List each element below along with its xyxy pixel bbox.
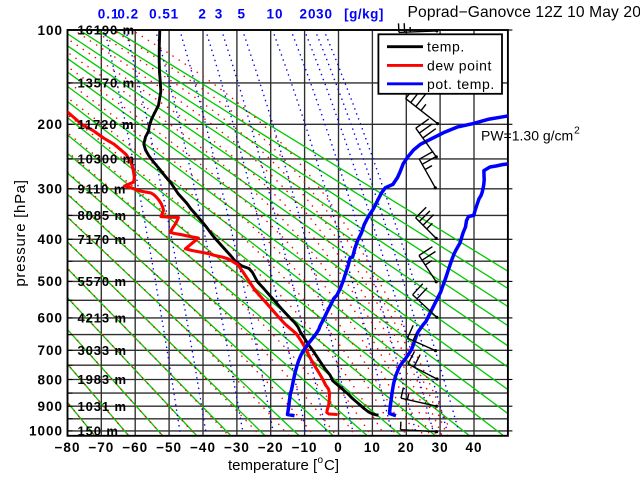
svg-text:Poprad−Ganovce 12Z 10 May 2018: Poprad−Ganovce 12Z 10 May 2018: [408, 4, 640, 21]
svg-text:o: o: [318, 455, 324, 466]
svg-text:20: 20: [299, 6, 316, 21]
svg-text:−50: −50: [156, 440, 182, 455]
svg-text:150 m: 150 m: [78, 424, 119, 439]
svg-text:11720 m: 11720 m: [78, 117, 135, 132]
svg-text:2: 2: [574, 125, 580, 137]
svg-text:C]: C]: [324, 457, 339, 474]
svg-text:0.5: 0.5: [149, 6, 171, 21]
svg-text:1: 1: [171, 6, 180, 21]
svg-text:600: 600: [37, 311, 63, 326]
svg-text:dew point: dew point: [427, 57, 492, 73]
svg-text:16190 m: 16190 m: [78, 23, 136, 38]
svg-text:0.2: 0.2: [117, 6, 139, 21]
svg-text:40: 40: [465, 440, 482, 455]
svg-text:−80: −80: [55, 440, 81, 455]
svg-text:800: 800: [37, 372, 63, 387]
svg-text:2: 2: [198, 6, 207, 21]
svg-text:3: 3: [215, 6, 224, 21]
svg-text:100: 100: [37, 23, 63, 38]
svg-text:900: 900: [37, 399, 63, 414]
svg-text:10: 10: [364, 440, 381, 455]
svg-text:10: 10: [266, 6, 283, 21]
svg-text:200: 200: [37, 117, 63, 132]
svg-text:−60: −60: [122, 440, 148, 455]
svg-text:pot. temp.: pot. temp.: [427, 76, 495, 92]
svg-text:−10: −10: [292, 440, 318, 455]
svg-text:4213 m: 4213 m: [78, 311, 128, 326]
svg-text:5: 5: [237, 6, 246, 21]
svg-text:400: 400: [37, 232, 63, 247]
svg-text:9110 m: 9110 m: [78, 181, 127, 196]
svg-text:1000: 1000: [29, 424, 63, 439]
svg-text:temp.: temp.: [427, 39, 465, 55]
svg-text:7170 m: 7170 m: [78, 232, 128, 247]
svg-text:8085 m: 8085 m: [78, 208, 128, 223]
svg-text:0: 0: [334, 440, 343, 455]
svg-text:[g/kg]: [g/kg]: [344, 6, 384, 21]
svg-text:5570 m: 5570 m: [78, 274, 128, 289]
svg-text:−30: −30: [224, 440, 250, 455]
svg-text:10300 m: 10300 m: [78, 152, 136, 167]
svg-text:500: 500: [37, 274, 63, 289]
svg-text:PW=1.30 g/cm: PW=1.30 g/cm: [481, 128, 573, 144]
svg-text:30: 30: [432, 440, 449, 455]
svg-text:−70: −70: [88, 440, 114, 455]
svg-text:−40: −40: [190, 440, 216, 455]
svg-text:13570 m: 13570 m: [78, 76, 136, 91]
svg-text:1983 m: 1983 m: [78, 372, 128, 387]
svg-text:temperature [: temperature [: [228, 457, 318, 474]
svg-text:0.1: 0.1: [98, 6, 120, 21]
svg-text:pressure [hPa]: pressure [hPa]: [12, 179, 29, 286]
svg-text:300: 300: [37, 182, 63, 197]
svg-text:700: 700: [37, 343, 63, 358]
svg-text:20: 20: [398, 440, 415, 455]
svg-text:1031 m: 1031 m: [78, 399, 128, 414]
svg-text:30: 30: [316, 6, 333, 21]
svg-text:−20: −20: [258, 440, 284, 455]
svg-text:3033 m: 3033 m: [78, 343, 128, 358]
